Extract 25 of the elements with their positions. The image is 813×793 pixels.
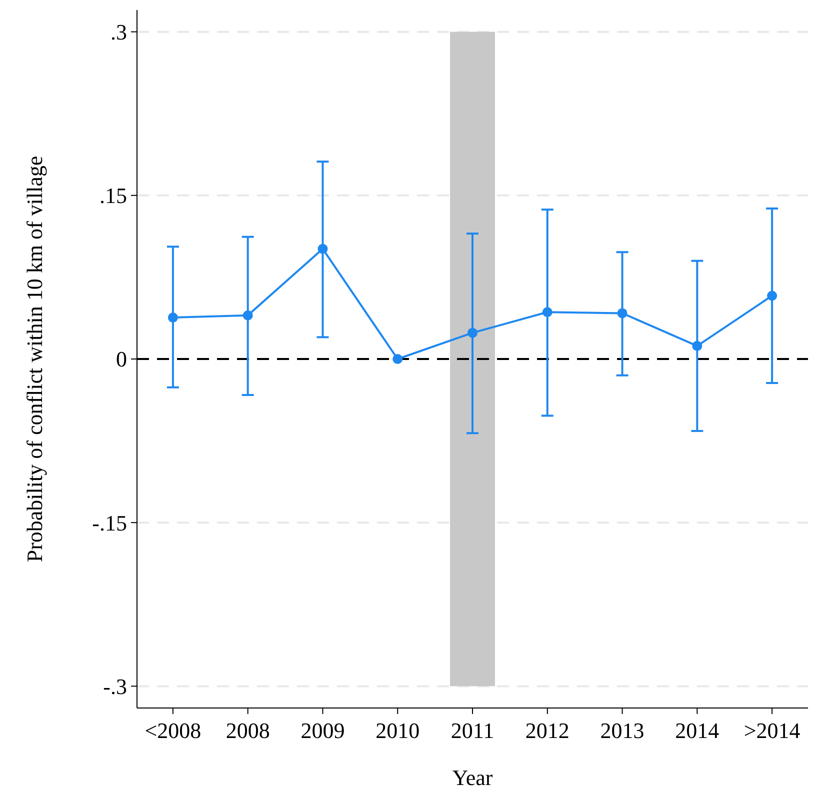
point <box>392 354 403 364</box>
x-tick-label: 2014 <box>675 718 720 743</box>
point <box>468 328 478 338</box>
point <box>168 312 178 323</box>
point <box>318 244 328 254</box>
point <box>617 308 628 318</box>
x-axis-title: Year <box>452 765 494 790</box>
y-tick-label: .3 <box>110 20 127 45</box>
y-tick-label: -.15 <box>92 510 127 536</box>
y-axis-title: Probability of conflict within 10 km of village <box>22 156 47 562</box>
x-tick-label: 2012 <box>525 718 570 743</box>
x-tick-label: 2009 <box>300 718 345 743</box>
x-tick-label: <2008 <box>144 718 202 743</box>
x-tick-label: 2011 <box>450 718 494 743</box>
y-tick-label: -.3 <box>103 674 127 699</box>
point <box>242 310 253 320</box>
y-tick-label: .15 <box>100 183 127 208</box>
point <box>767 290 778 301</box>
x-tick-label: 2010 <box>376 718 420 743</box>
y-tick-label: 0 <box>116 346 127 372</box>
x-tick-label: 2013 <box>600 718 644 743</box>
x-tick-label: 2008 <box>226 718 270 743</box>
point <box>542 307 552 318</box>
point <box>692 340 702 351</box>
x-tick-label: >2014 <box>744 718 800 743</box>
